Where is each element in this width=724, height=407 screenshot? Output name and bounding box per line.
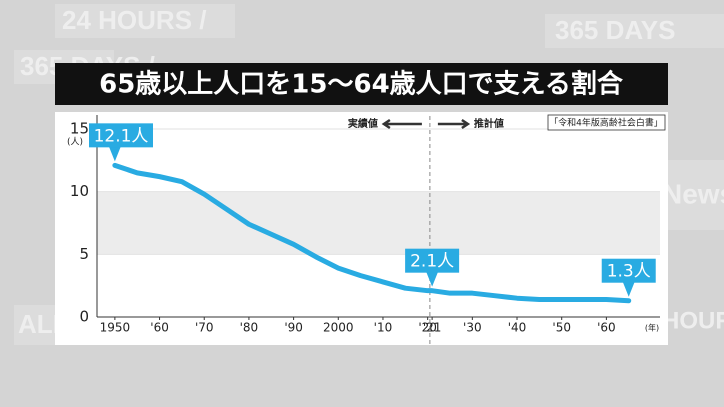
callout-pointer [622, 281, 635, 297]
y-tick-label: 5 [79, 245, 89, 263]
arrow [381, 118, 422, 130]
x-tick-label: '40 [508, 321, 527, 335]
callout-box [601, 258, 656, 283]
source: 「令和4年版高齢社会白書」 [549, 117, 663, 129]
chart-title: 65歳以上人口を15〜64歳人口で支える割合 [99, 69, 624, 100]
callout-pointer [108, 146, 121, 162]
x-tick-label: '60 [150, 321, 169, 335]
data-label: 12.1人 [94, 126, 149, 146]
estimate-label: 推計値 [474, 117, 504, 130]
decor-text: 24 HOURS / [62, 5, 207, 35]
callout-box [405, 248, 460, 273]
x-tick-label: '20 [418, 321, 437, 335]
arrow [437, 118, 471, 130]
x-unit: (年) [645, 323, 659, 333]
decor-text: News [662, 178, 724, 209]
x-tick-label: '30 [463, 321, 482, 335]
source-box [547, 114, 666, 131]
y-tick-label: 15 [70, 120, 89, 138]
decor-text: HOURS [662, 307, 724, 334]
callout-box [89, 123, 153, 148]
decor-box [55, 4, 235, 38]
data-label: 2.1人 [410, 252, 454, 272]
x-tick-label: 1950 [100, 321, 131, 335]
x-tick-label: '90 [284, 321, 303, 335]
x-tick-label: '60 [597, 321, 616, 335]
x-tick-label: '70 [195, 321, 214, 335]
series-line [112, 162, 632, 304]
title-bar [55, 63, 668, 105]
actual-label: 実績値 [348, 117, 378, 130]
x-tick-label: '50 [552, 321, 571, 335]
decor-text: 365 DAYS [555, 15, 675, 45]
x-tick-label: '21 [423, 321, 442, 335]
band [97, 191, 660, 255]
decor-box [660, 160, 724, 230]
plot: 0 5 10 15 1950 '60 '70 '80 '90 2000 '10 '20'21 '30 '4… [70, 115, 660, 345]
callout-pointer [426, 271, 439, 287]
decor-box [545, 14, 724, 48]
data-label: 1.3人 [607, 262, 651, 282]
y-unit: (人) [67, 137, 83, 148]
x-tick-label: '80 [240, 321, 259, 335]
y-tick-label: 10 [70, 182, 89, 200]
x-tick-label: '10 [374, 321, 393, 335]
x-tick-label: 2000 [323, 321, 354, 335]
y-tick-label: 0 [79, 308, 89, 326]
